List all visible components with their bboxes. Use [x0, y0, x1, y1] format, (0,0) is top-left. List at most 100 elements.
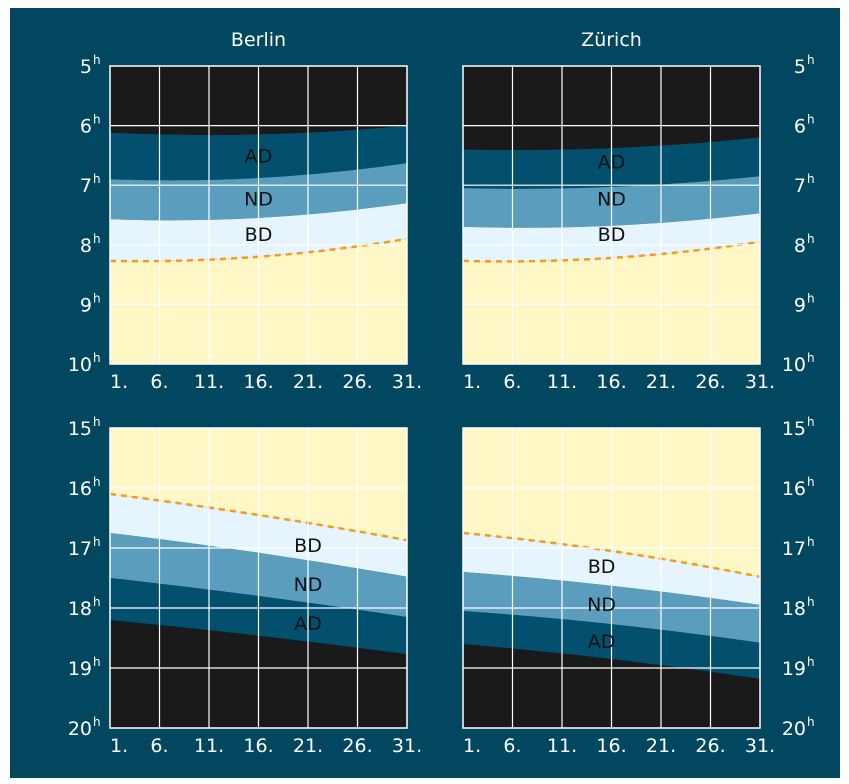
x-tick-label: 21.: [646, 735, 676, 757]
x-tick-label: 16.: [243, 371, 273, 393]
x-tick-label: 31.: [392, 371, 422, 393]
band-label: AD: [588, 631, 616, 653]
x-tick-label: 1.: [110, 735, 128, 757]
y-tick-superscript: h: [93, 351, 101, 365]
x-tick-label: 21.: [293, 735, 323, 757]
y-tick-superscript: h: [807, 595, 815, 609]
x-tick-label: 31.: [392, 735, 422, 757]
y-tick-label: 18: [68, 598, 92, 620]
band-label: ND: [244, 188, 273, 210]
x-tick-label: 6.: [503, 735, 521, 757]
y-tick-label: 18: [782, 598, 806, 620]
x-tick-label: 21.: [646, 371, 676, 393]
y-tick-label: 7: [794, 175, 806, 197]
y-tick-label: 7: [80, 175, 92, 197]
y-tick-superscript: h: [807, 655, 815, 669]
x-tick-label: 16.: [596, 371, 626, 393]
y-tick-superscript: h: [93, 291, 101, 305]
y-tick-label: 20: [68, 718, 92, 740]
y-tick-superscript: h: [93, 232, 101, 246]
y-tick-label: 6: [80, 116, 92, 138]
y-tick-superscript: h: [807, 415, 815, 429]
y-tick-label: 16: [782, 478, 806, 500]
y-tick-superscript: h: [807, 535, 815, 549]
plot-frame: [462, 65, 761, 365]
plot-area: [463, 428, 760, 728]
band-label: AD: [245, 145, 273, 167]
x-tick-label: 6.: [150, 371, 168, 393]
x-tick-label: 16.: [596, 735, 626, 757]
plot-area: [463, 66, 760, 364]
y-tick-superscript: h: [807, 113, 815, 127]
x-tick-label: 6.: [150, 735, 168, 757]
y-tick-label: 20: [782, 718, 806, 740]
plot-frame: [109, 65, 408, 365]
y-tick-superscript: h: [807, 291, 815, 305]
y-tick-label: 16: [68, 478, 92, 500]
y-tick-label: 10: [68, 354, 92, 376]
y-tick-label: 9: [80, 294, 92, 316]
y-tick-superscript: h: [93, 415, 101, 429]
panel-title: Berlin: [231, 29, 286, 51]
y-tick-label: 15: [68, 418, 92, 440]
x-tick-label: 26.: [342, 735, 372, 757]
band-label: BD: [294, 535, 322, 557]
y-tick-label: 17: [68, 538, 92, 560]
x-tick-label: 31.: [745, 371, 775, 393]
y-tick-superscript: h: [93, 113, 101, 127]
y-tick-superscript: h: [807, 232, 815, 246]
sunset-line: [463, 531, 760, 579]
y-tick-superscript: h: [93, 595, 101, 609]
x-tick-label: 6.: [503, 371, 521, 393]
y-tick-label: 9: [794, 294, 806, 316]
plot-area: [110, 428, 407, 728]
y-tick-label: 17: [782, 538, 806, 560]
y-tick-superscript: h: [93, 53, 101, 67]
y-tick-label: 5: [794, 56, 806, 78]
band-label: ND: [294, 574, 323, 596]
x-tick-label: 26.: [695, 371, 725, 393]
band-label: ND: [597, 188, 626, 210]
band-label: BD: [588, 556, 616, 578]
x-tick-label: 1.: [463, 371, 481, 393]
x-tick-label: 26.: [342, 371, 372, 393]
x-tick-label: 11.: [194, 735, 224, 757]
y-tick-superscript: h: [93, 475, 101, 489]
y-tick-superscript: h: [93, 655, 101, 669]
y-tick-label: 5: [80, 56, 92, 78]
sunset-line: [110, 492, 407, 542]
y-tick-label: 19: [782, 658, 806, 680]
plot-area: [110, 66, 407, 364]
plot-frame: [462, 427, 761, 729]
y-tick-label: 15: [782, 418, 806, 440]
plot-frame: [109, 427, 408, 729]
y-tick-label: 8: [794, 235, 806, 257]
y-tick-superscript: h: [807, 351, 815, 365]
y-tick-superscript: h: [93, 715, 101, 729]
x-tick-label: 11.: [194, 371, 224, 393]
band-label: AD: [598, 151, 626, 173]
panel-title: Zürich: [581, 29, 642, 51]
y-tick-superscript: h: [807, 53, 815, 67]
x-tick-label: 16.: [243, 735, 273, 757]
y-tick-label: 10: [782, 354, 806, 376]
x-tick-label: 1.: [110, 371, 128, 393]
x-tick-label: 11.: [547, 371, 577, 393]
x-tick-label: 1.: [463, 735, 481, 757]
y-tick-superscript: h: [807, 475, 815, 489]
band-label: ND: [587, 594, 616, 616]
band-label: AD: [294, 613, 322, 635]
y-tick-superscript: h: [93, 172, 101, 186]
x-tick-label: 21.: [293, 371, 323, 393]
y-tick-superscript: h: [93, 535, 101, 549]
x-tick-label: 11.: [547, 735, 577, 757]
x-tick-label: 31.: [745, 735, 775, 757]
y-tick-label: 8: [80, 235, 92, 257]
y-tick-label: 19: [68, 658, 92, 680]
x-tick-label: 26.: [695, 735, 725, 757]
